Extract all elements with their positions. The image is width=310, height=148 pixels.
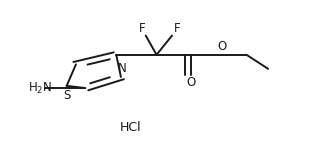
Text: HCl: HCl (119, 121, 141, 134)
Text: O: O (217, 40, 226, 53)
Text: S: S (63, 89, 70, 102)
Text: F: F (139, 22, 146, 35)
Text: H$_2$N: H$_2$N (28, 81, 52, 96)
Text: F: F (173, 22, 180, 35)
Text: N: N (118, 62, 127, 75)
Text: O: O (186, 76, 195, 89)
